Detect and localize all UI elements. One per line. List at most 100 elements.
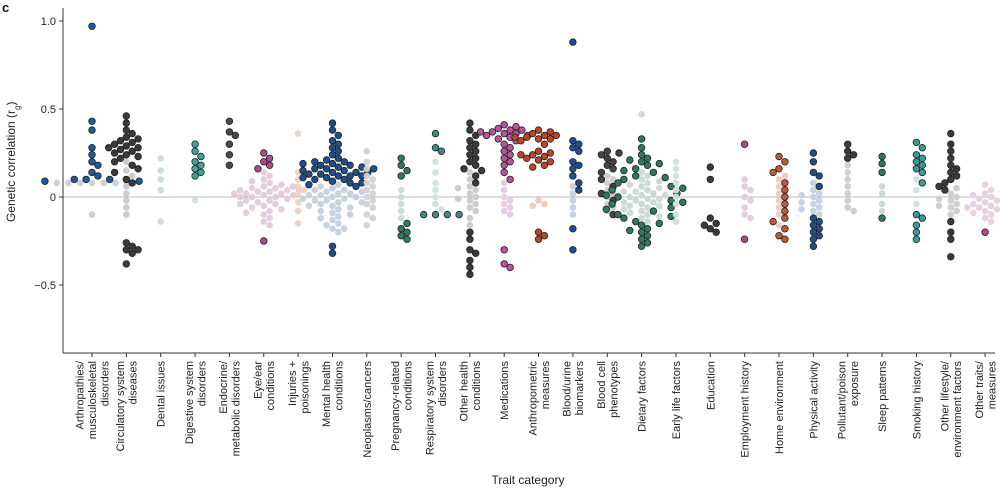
point-significant [88,22,96,30]
point-significant [122,260,130,268]
point-nonsignificant [672,193,680,201]
point-nonsignificant [810,207,817,215]
point-significant [700,221,709,229]
point-significant [809,242,818,250]
x-tick-label: disorders [100,361,112,407]
point-nonsignificant [987,186,995,194]
point-significant [134,246,142,254]
x-tick-label: exposure [849,361,861,406]
point-nonsignificant [620,188,628,195]
point-nonsignificant [242,190,250,197]
point-nonsignificant [672,172,680,180]
point-significant [775,231,783,240]
point-nonsignificant [975,195,983,203]
point-nonsignificant [352,193,360,201]
x-tick-label: Other lifestyle/ [940,360,952,431]
point-significant [569,158,577,166]
point-nonsignificant [317,191,325,199]
point-nonsignificant [947,204,955,211]
point-nonsignificant [329,209,336,217]
point-significant [88,151,96,159]
point-significant [775,165,783,173]
point-significant [918,161,926,169]
point-nonsignificant [231,190,238,197]
point-nonsignificant [397,186,405,194]
point-significant [311,165,319,173]
point-significant [781,179,789,187]
point-significant [518,126,526,134]
x-tick-label: Physical activity [808,361,820,439]
point-significant [849,151,858,159]
point-significant [540,131,549,140]
point-significant [88,168,96,177]
point-nonsignificant [638,191,645,199]
point-significant [231,131,239,140]
point-significant [569,165,577,173]
point-nonsignificant [363,193,371,201]
point-nonsignificant [935,202,943,210]
point-nonsignificant [88,179,96,187]
point-significant [679,198,687,206]
point-nonsignificant [53,179,60,187]
point-nonsignificant [272,193,279,201]
point-significant [334,147,342,155]
point-nonsignificant [638,207,645,215]
point-significant [352,168,360,177]
point-significant [494,135,502,143]
point-significant [620,166,628,175]
point-significant [260,237,268,245]
point-nonsignificant [329,216,336,224]
point-significant [334,163,342,171]
point-nonsignificant [604,179,611,187]
x-tick-label: Endocrine/ [218,360,230,414]
point-nonsignificant [798,199,805,206]
point-nonsignificant [672,165,680,173]
x-tick-label: Eye/ear [253,361,265,399]
point-significant [637,221,646,229]
point-significant [110,149,119,157]
point-nonsignificant [329,225,336,232]
point-nonsignificant [266,179,273,187]
point-nonsignificant [981,199,989,206]
point-significant [529,163,537,171]
point-significant [500,161,508,169]
point-nonsignificant [775,176,783,183]
point-nonsignificant [466,214,474,222]
point-significant [546,135,554,143]
point-nonsignificant [123,158,130,166]
point-nonsignificant [323,197,330,204]
x-tick-label: Arthropathies/ [75,360,87,429]
point-significant [569,38,577,46]
point-nonsignificant [626,209,634,217]
point-nonsignificant [294,130,302,137]
point-significant [575,140,583,148]
point-nonsignificant [329,193,336,201]
x-tick-label: Smoking history [911,361,923,440]
point-significant [346,179,354,187]
point-nonsignificant [981,190,989,197]
point-significant [918,154,926,162]
point-nonsignificant [844,169,851,176]
x-tick-label: metabolic disorders [231,361,243,457]
point-significant [128,242,136,250]
point-significant [328,242,337,250]
point-significant [122,133,130,141]
point-significant [540,161,549,169]
point-nonsignificant [454,184,462,192]
y-tick-label: 1.0 [41,16,56,28]
point-nonsignificant [100,179,108,187]
point-nonsignificant [609,176,617,183]
point-nonsignificant [335,220,342,227]
point-significant [472,147,480,155]
point-significant [540,231,549,240]
point-significant [466,143,474,152]
point-significant [575,179,583,187]
point-nonsignificant [260,169,268,176]
x-tick-label: conditions [471,361,483,411]
point-nonsignificant [798,206,805,213]
point-significant [197,168,205,177]
point-significant [265,161,274,169]
point-nonsignificant [112,179,119,187]
point-significant [912,151,921,159]
point-nonsignificant [644,211,651,218]
